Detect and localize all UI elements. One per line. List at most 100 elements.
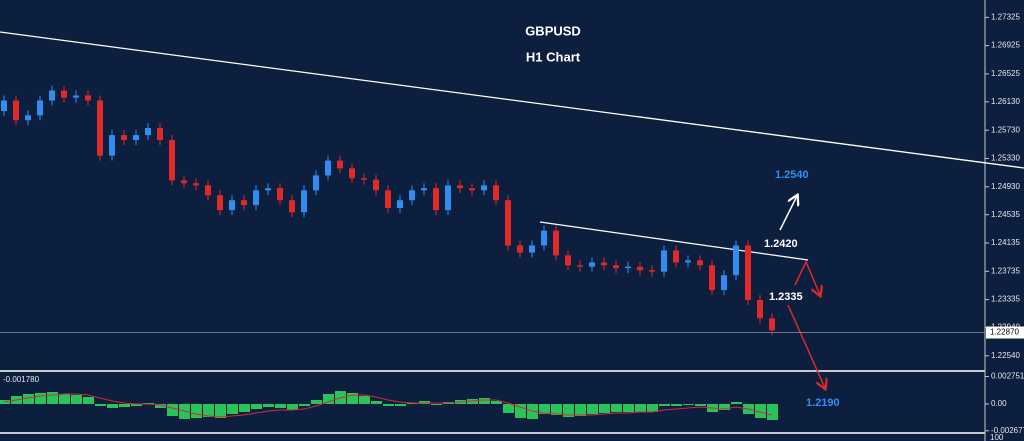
candle-body [277, 188, 283, 201]
arrow [779, 196, 797, 231]
candle-body [709, 265, 715, 291]
candle-body [517, 245, 523, 253]
candle-body [493, 185, 499, 201]
histogram-bar [359, 396, 370, 404]
histogram-bar [71, 395, 82, 404]
candle-body [253, 190, 259, 206]
candle-body [169, 140, 175, 181]
candle-body [1, 100, 7, 112]
histogram-bar [323, 394, 334, 404]
candle-body [385, 190, 391, 208]
histogram-bar [215, 404, 226, 418]
candle-body [409, 190, 415, 201]
histogram-bar [539, 404, 550, 414]
candle-body [481, 185, 487, 191]
annotation: 1.2190 [806, 397, 840, 409]
candle-body [37, 100, 43, 116]
price-label-box [986, 326, 1024, 339]
candle-body [769, 318, 775, 331]
histogram-bar [287, 404, 298, 410]
histogram-bar [119, 404, 130, 407]
histogram-bar [35, 393, 46, 404]
candle-body [229, 200, 235, 211]
candle-body [613, 265, 619, 269]
histogram-bar [599, 404, 610, 413]
candle-body [397, 200, 403, 208]
annotation: 1.2420 [764, 238, 798, 250]
candle-body [85, 95, 91, 101]
candle-body [757, 299, 763, 319]
y-tick-label: 1.23735 [991, 266, 1020, 275]
chart-title: GBPUSD [525, 23, 581, 38]
arrow [794, 260, 820, 295]
histogram-bar [251, 404, 262, 409]
candle-body [373, 179, 379, 191]
histogram-bar [59, 394, 70, 404]
candle-body [661, 250, 667, 272]
histogram-bar [347, 393, 358, 404]
histogram-bar [83, 397, 94, 404]
candle-body [541, 230, 547, 246]
candle-body [697, 260, 703, 266]
y-tick-label: 1.26130 [991, 97, 1020, 106]
histogram-bar [731, 402, 742, 404]
annotation: 1.2540 [775, 169, 809, 181]
y-tick-label: -0.002677 [991, 426, 1024, 435]
y-tick-label: 1.25330 [991, 154, 1020, 163]
histogram-bar [95, 404, 106, 406]
histogram-bar [227, 404, 238, 414]
candle-body [625, 266, 631, 269]
candle-body [13, 100, 19, 121]
histogram-bar [311, 400, 322, 404]
indicator-readout: -0.001780 [3, 375, 40, 384]
candle-body [457, 185, 463, 189]
candle-body [565, 255, 571, 266]
candle-body [733, 245, 739, 276]
histogram-bar [431, 404, 442, 405]
histogram-bar [167, 404, 178, 416]
histogram-bar [395, 404, 406, 406]
candle-body [745, 245, 751, 300]
price-label: 1.22870 [990, 328, 1019, 337]
y-tick-label: 1.22540 [991, 351, 1020, 360]
histogram-bar [659, 404, 670, 406]
annotation: 1.2335 [769, 291, 803, 303]
candle-body [49, 90, 55, 101]
candle-body [325, 160, 331, 176]
candle-body [721, 275, 727, 291]
candle-body [109, 135, 115, 156]
histogram-bar [47, 392, 58, 404]
candle-body [25, 115, 31, 121]
histogram-bar [275, 404, 286, 408]
signal-line [3, 393, 773, 418]
histogram-bar [383, 404, 394, 406]
trend-line [539, 221, 809, 261]
candle-body [469, 188, 475, 191]
candle-body [241, 200, 247, 206]
histogram-bar [299, 404, 310, 406]
candle-body [421, 188, 427, 191]
candle-body [529, 245, 535, 253]
candle-body [577, 265, 583, 267]
histogram-bar [491, 401, 502, 404]
histogram-bar [131, 404, 142, 406]
chart-subtitle: H1 Chart [526, 49, 581, 64]
candle-body [121, 135, 127, 141]
arrow [787, 304, 825, 388]
histogram-bar [611, 404, 622, 412]
histogram-bar [671, 404, 682, 406]
y-tick-label: 1.27325 [991, 12, 1020, 21]
candle-body [97, 100, 103, 156]
histogram-bar [647, 404, 658, 412]
candle-body [73, 95, 79, 98]
y-tick-label: 0.00 [991, 399, 1007, 408]
candle-body [301, 190, 307, 213]
candle-body [589, 262, 595, 267]
candle-body [685, 260, 691, 263]
histogram-bar [503, 404, 514, 413]
candle-body [673, 250, 679, 263]
candle-body [505, 200, 511, 246]
lower-panel-tick: 100 [990, 433, 1004, 441]
